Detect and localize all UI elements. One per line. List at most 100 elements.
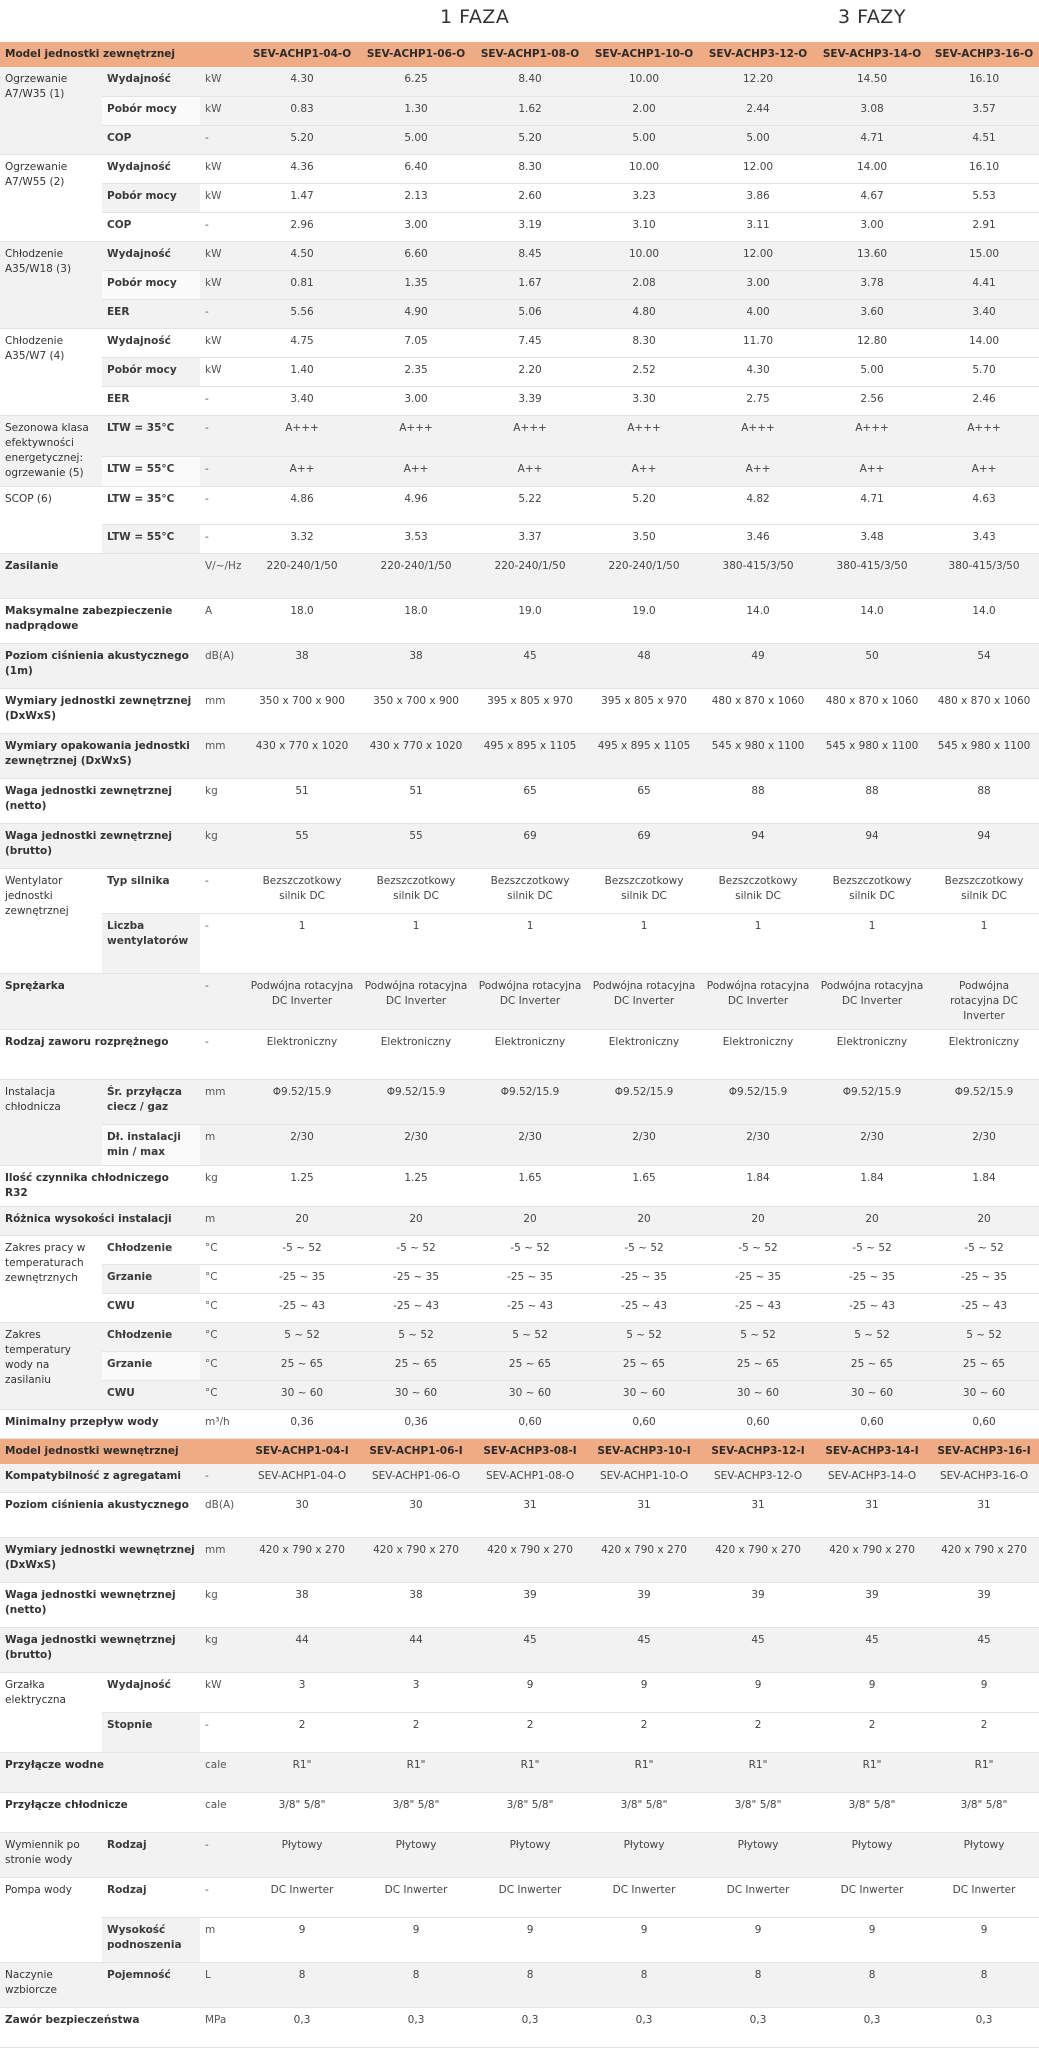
spec-value: 25 ~ 65 — [245, 1351, 360, 1381]
spec-row: Pobór mocy kW 1.47 2.13 2.60 3.23 3.86 4.67 5.53 — [0, 183, 1039, 213]
spec-value: SEV-ACHP1-08-O — [473, 1463, 588, 1493]
spec-value: 25 ~ 65 — [815, 1351, 930, 1381]
spec-value: Elektroniczny — [473, 1029, 588, 1080]
spec-value: 8 — [359, 1962, 474, 2008]
spec-value: 7.05 — [359, 328, 474, 358]
spec-value: 3.39 — [473, 386, 588, 416]
spec-value: R1" — [701, 1752, 816, 1793]
spec-row: Przyłącze chłodnicze cale 3/8" 5/8" 3/8" 5/… — [0, 1792, 1039, 1833]
spec-value: 88 — [701, 778, 816, 824]
spec-value: R1" — [359, 1752, 474, 1793]
spec-value: 2/30 — [587, 1124, 702, 1166]
spec-value: 3/8" 5/8" — [359, 1792, 474, 1833]
spec-value: 2 — [815, 1712, 930, 1753]
spec-unit: A — [200, 598, 246, 644]
spec-value: 420 x 790 x 270 — [929, 1537, 1039, 1583]
spec-value: Bezszczotkowy silnik DC — [701, 868, 816, 914]
spec-value: 51 — [245, 778, 360, 824]
spec-value: -25 ~ 43 — [587, 1293, 702, 1323]
spec-value: 8.30 — [473, 154, 588, 184]
spec-value: 4.63 — [929, 486, 1039, 525]
spec-value: 380-415/3/50 — [929, 553, 1039, 599]
model-header-cell: SEV-ACHP3-10-I — [587, 1438, 702, 1464]
spec-value: 48 — [587, 643, 702, 689]
spec-value: 25 ~ 65 — [701, 1351, 816, 1381]
spec-label: Instalacja chłodnicza — [0, 1079, 102, 1166]
spec-value: -25 ~ 43 — [245, 1293, 360, 1323]
spec-value: 0,3 — [701, 2007, 816, 2048]
spec-unit: - — [200, 456, 246, 487]
spec-value: A+++ — [473, 415, 588, 457]
spec-unit: - — [200, 524, 246, 554]
spec-value: 350 x 700 x 900 — [245, 688, 360, 734]
spec-value: R1" — [245, 1752, 360, 1793]
spec-unit: kW — [200, 154, 246, 184]
spec-label: Różnica wysokości instalacji — [0, 1206, 200, 1236]
spec-value: 44 — [245, 1627, 360, 1673]
spec-value: 38 — [245, 643, 360, 689]
spec-value: 9 — [929, 1917, 1039, 1963]
spec-value: 2.35 — [359, 357, 474, 387]
spec-value: -25 ~ 43 — [815, 1293, 930, 1323]
spec-value: 9 — [359, 1917, 474, 1963]
model-header-cell: SEV-ACHP1-04-O — [245, 42, 360, 67]
spec-value: 25 ~ 65 — [473, 1351, 588, 1381]
spec-sublabel: Grzanie — [102, 1351, 200, 1381]
spec-sublabel: Wydajność — [102, 1672, 200, 1713]
spec-value: Podwójna rotacyjna DC Inverter — [359, 973, 474, 1030]
spec-value: 2.96 — [245, 212, 360, 242]
spec-row: CWU °C 30 ~ 60 30 ~ 60 30 ~ 60 30 ~ 60 30 ~ 60… — [0, 1380, 1039, 1410]
spec-value: 25 ~ 65 — [359, 1351, 474, 1381]
spec-unit: - — [200, 1877, 246, 1918]
spec-row: Poziom ciśnienia akustycznego (1m) dB(A) 3… — [0, 643, 1039, 689]
spec-unit: - — [200, 125, 246, 155]
spec-value: 1 — [245, 913, 360, 974]
spec-value: 55 — [359, 823, 474, 869]
spec-row: COP -2.96 3.00 3.19 3.10 3.11 3.00 2.91 — [0, 212, 1039, 242]
spec-value: Bezszczotkowy silnik DC — [473, 868, 588, 914]
spec-value: 4.71 — [815, 486, 930, 525]
spec-value: 5.22 — [473, 486, 588, 525]
spec-value: Podwójna rotacyjna DC Inverter — [815, 973, 930, 1030]
spec-value: 10.00 — [587, 67, 702, 97]
spec-unit: mm — [200, 1079, 246, 1125]
spec-sublabel: Wydajność — [102, 67, 200, 97]
spec-value: Elektroniczny — [587, 1029, 702, 1080]
spec-value: 3/8" 5/8" — [815, 1792, 930, 1833]
spec-value: 395 x 805 x 970 — [473, 688, 588, 734]
spec-value: 12.00 — [701, 241, 816, 271]
spec-value: DC Inwerter — [929, 1877, 1039, 1918]
spec-value: 9 — [473, 1672, 588, 1713]
spec-row: Ogrzewanie A7/W55 (2) Wydajność kW 4.36 6.40… — [0, 154, 1039, 242]
spec-value: Płytowy — [245, 1832, 360, 1878]
spec-value: 7.45 — [473, 328, 588, 358]
spec-value: 45 — [815, 1627, 930, 1673]
spec-row: Różnica wysokości instalacji m 20 20 20 20 20 2… — [0, 1206, 1039, 1236]
spec-value: 8.40 — [473, 67, 588, 97]
model-header-cell: SEV-ACHP1-06-O — [359, 42, 474, 67]
spec-value: 14.50 — [815, 67, 930, 97]
spec-value: 88 — [929, 778, 1039, 824]
spec-value: 545 x 980 x 1100 — [701, 733, 816, 779]
spec-unit: kW — [200, 1672, 246, 1713]
spec-unit: kg — [200, 1165, 246, 1207]
spec-value: 19.0 — [473, 598, 588, 644]
spec-unit: kg — [200, 778, 246, 824]
spec-value: Φ9.52/15.9 — [245, 1079, 360, 1125]
spec-value: -25 ~ 35 — [473, 1264, 588, 1294]
spec-row: Stopnie -2 2 2 2 2 2 2 — [0, 1712, 1039, 1753]
spec-value: A++ — [929, 456, 1039, 487]
spec-sublabel: Rodzaj — [102, 1832, 200, 1878]
spec-value: 31 — [929, 1492, 1039, 1538]
spec-label: SCOP (6) — [0, 486, 102, 554]
spec-value: 30 ~ 60 — [815, 1380, 930, 1410]
spec-row: Wentylator jednostki zewnętrznej Typ siln… — [0, 868, 1039, 974]
spec-value: 0.81 — [245, 270, 360, 300]
spec-value: A+++ — [587, 415, 702, 457]
spec-value: 2/30 — [359, 1124, 474, 1166]
spec-label: Maksymalne zabezpieczenie nadprądowe — [0, 598, 200, 644]
spec-value: 1.65 — [587, 1165, 702, 1207]
spec-value: 2 — [359, 1712, 474, 1753]
spec-row: Wymiary opakowania jednostki zewnętrznej… — [0, 733, 1039, 779]
spec-unit: cale — [200, 1792, 246, 1833]
